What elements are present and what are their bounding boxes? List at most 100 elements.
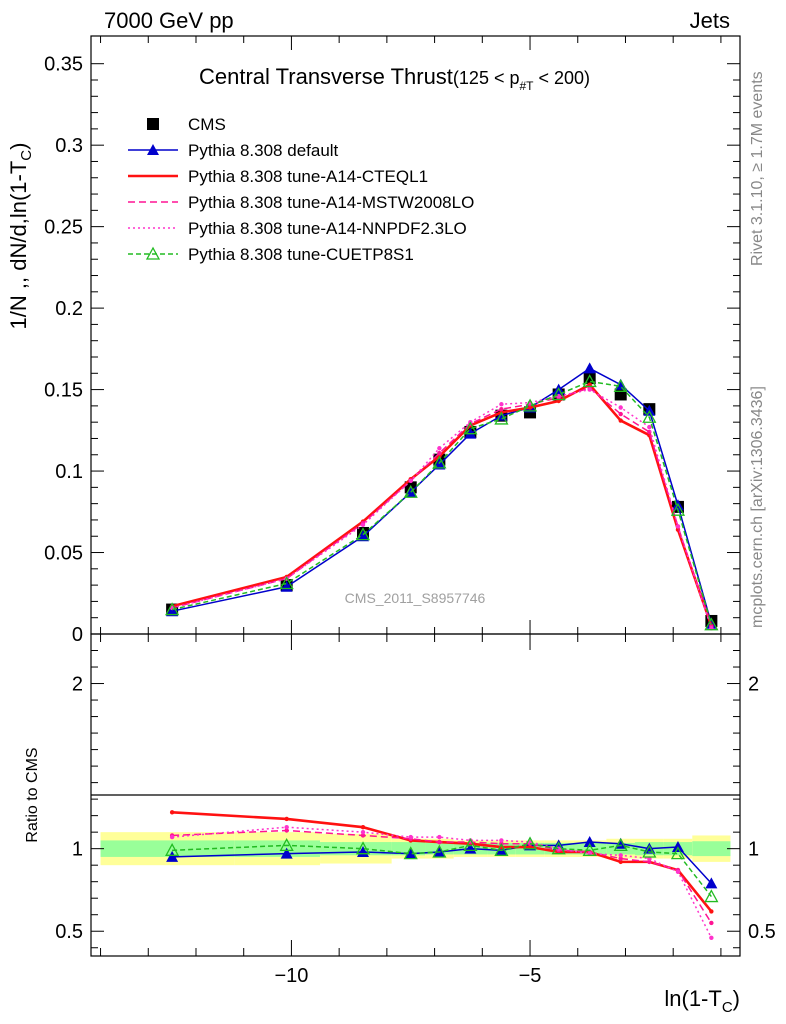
series-pythia-8-308-tune-a14-nnpdf2-3lo-marker: [587, 387, 592, 392]
x-axis-label: ln(1-TC): [664, 986, 740, 1016]
series-pythia-8-308-tune-cuetp8s1-marker: [403, 484, 418, 498]
ratio-series-pythia-8-308-tune-cuetp8s1-line: [172, 842, 712, 898]
legend-cms: CMS: [147, 115, 226, 134]
main-series-group: [165, 362, 719, 631]
x-axis-label-end: ): [733, 986, 740, 1011]
main-y-tick-label: 0.2: [55, 298, 83, 320]
series-pythia-8-308-tune-a14-nnpdf2-3lo-marker: [618, 405, 623, 410]
series-pythia-8-308-tune-a14-cteql1-marker: [618, 418, 623, 423]
main-title: Central Transverse Thrust(125 < p#T < 20…: [199, 64, 590, 93]
series-pythia-8-308-default-marker: [357, 530, 370, 542]
ratio-series-pythia-8-308-tune-cuetp8s1: [165, 836, 719, 903]
ratio-series-pythia-8-308-tune-a14-mstw2008lo-marker: [284, 828, 289, 833]
series-pythia-8-308-tune-a14-nnpdf2-3lo-marker: [408, 478, 413, 484]
ratio-series-pythia-8-308-tune-cuetp8s1-marker: [432, 844, 447, 858]
ratio-series-pythia-8-308-tune-a14-cteql1-marker: [709, 909, 714, 914]
ratio-series-pythia-8-308-tune-a14-cteql1-marker: [169, 810, 175, 815]
series-pythia-8-308-tune-cuetp8s1-marker: [522, 398, 538, 412]
ratio-band-green: [100, 840, 235, 857]
main-y-tick-label: 0.25: [44, 217, 83, 239]
ratio-band-green: [572, 842, 607, 855]
legend-pythia-8-308-tune-cuetp8s1: Pythia 8.308 tune-CUETP8S1: [128, 245, 414, 264]
main-y-tick-label: 0.3: [55, 135, 83, 157]
ratio-series-pythia-8-308-tune-cuetp8s1-marker: [582, 842, 597, 856]
ratio-series-pythia-8-308-tune-a14-nnpdf2-3lo-marker: [618, 853, 623, 858]
main-y-tick-label: 0.05: [44, 543, 83, 565]
main-plot: 0 0.05 0.1 0.15 0.2 0.25 0.3 0.35 CMS_2011_S895…: [44, 35, 741, 646]
ratio-y-tick-label: 2: [72, 674, 83, 696]
ratio-series-pythia-8-308-tune-a14-mstw2008lo-marker: [360, 833, 366, 838]
series-pythia-8-308-tune-a14-nnpdf2-3lo-marker: [499, 402, 504, 407]
ratio-series-pythia-8-308-tune-a14-nnpdf2-3lo-marker: [360, 829, 366, 835]
series-pythia-8-308-tune-cuetp8s1-marker: [463, 421, 478, 435]
ratio-series-pythia-8-308-tune-a14-mstw2008lo-marker: [709, 920, 714, 926]
mcplots-label: mcplots.cern.ch [arXiv:1306.3436]: [749, 386, 766, 628]
series-pythia-8-308-tune-cuetp8s1-marker: [494, 411, 509, 425]
ratio-series-pythia-8-308-tune-a14-cteql1-marker: [618, 859, 623, 865]
plot-title-main: Central Transverse Thrust: [199, 64, 453, 89]
legend-pythia-8-308-tune-a14-mstw2008lo: Pythia 8.308 tune-A14-MSTW2008LO: [128, 193, 474, 212]
ratio-series-pythia-8-308-tune-a14-nnpdf2-3lo-marker: [408, 834, 413, 840]
series-pythia-8-308-default-line: [171, 367, 713, 624]
ratio-y-tick-label-right: 0.5: [748, 921, 776, 943]
ratio-series-pythia-8-308-tune-a14-nnpdf2-3lo-marker: [499, 838, 504, 843]
ratio-y-axis-label: Ratio to CMS: [24, 747, 41, 842]
ratio-series-pythia-8-308-tune-a14-mstw2008lo-marker: [437, 839, 442, 845]
legend-cms-marker: [147, 118, 159, 130]
series-pythia-8-308-tune-a14-mstw2008lo-marker: [499, 406, 504, 412]
ratio-series-pythia-8-308-tune-cuetp8s1-marker: [463, 838, 478, 852]
legend-pythia-8-308-tune-a14-cteql1: Pythia 8.308 tune-A14-CTEQL1: [128, 167, 428, 186]
ratio-series-pythia-8-308-tune-cuetp8s1-marker: [165, 842, 180, 856]
ratio-series-pythia-8-308-tune-cuetp8s1-marker: [551, 841, 566, 855]
main-y-tick-label: 0.15: [44, 380, 83, 402]
ratio-series-pythia-8-308-tune-a14-mstw2008lo-marker: [647, 859, 652, 865]
series-pythia-8-308-tune-a14-nnpdf2-3lo-marker: [360, 522, 366, 528]
series-pythia-8-308-tune-cuetp8s1-line: [171, 380, 713, 625]
series-pythia-8-308-tune-cuetp8s1-marker: [704, 617, 719, 631]
plot-title-sub: #T: [519, 79, 534, 93]
ratio-series-pythia-8-308-default-marker: [404, 847, 417, 859]
series-pythia-8-308-tune-cuetp8s1-marker: [670, 502, 686, 516]
ratio-series-pythia-8-308-tune-a14-nnpdf2-3lo-marker: [437, 834, 442, 840]
legend-pythia-8-308-default-marker: [147, 144, 159, 155]
main-y-tick-label: 0.1: [55, 461, 83, 483]
plot-title-end: < 200): [534, 68, 591, 88]
ratio-series-pythia-8-308-tune-cuetp8s1-marker: [670, 846, 686, 860]
x-axis-label-main: ln(1-T: [664, 986, 721, 1011]
rivet-version-label: Rivet 3.1.10, ≥ 1.7M events: [749, 71, 766, 266]
ratio-series-pythia-8-308-default-marker: [166, 850, 179, 862]
series-pythia-8-308-tune-a14-nnpdf2-3lo-marker: [675, 524, 681, 529]
x-tick-label: −5: [519, 965, 542, 987]
legend-pythia-8-308-tune-a14-nnpdf2-3lo-label: Pythia 8.308 tune-A14-NNPDF2.3LO: [188, 219, 467, 238]
series-pythia-8-308-tune-a14-mstw2008lo-marker: [437, 450, 442, 456]
ratio-plot-frame: [90, 633, 741, 957]
ratio-series-pythia-8-308-tune-a14-nnpdf2-3lo-marker: [709, 935, 714, 941]
series-pythia-8-308-default-marker: [166, 605, 179, 617]
series-pythia-8-308-tune-cuetp8s1-marker: [613, 378, 628, 392]
ratio-series-pythia-8-308-tune-cuetp8s1-marker: [279, 838, 294, 852]
ratio-band-green: [692, 841, 731, 857]
series-pythia-8-308-tune-a14-mstw2008lo-line: [171, 387, 713, 627]
header-jets-label: Jets: [690, 8, 730, 33]
analysis-watermark: CMS_2011_S8957746: [345, 590, 486, 606]
main-y-axis-label-end: ): [6, 143, 31, 150]
legend-pythia-8-308-default-label: Pythia 8.308 default: [188, 141, 339, 160]
x-tick-label: −10: [274, 965, 308, 987]
series-pythia-8-308-tune-cuetp8s1-marker: [432, 455, 447, 469]
ratio-plot: 0.5 0.5 1 1 2 2 −10 −5: [55, 633, 776, 987]
ratio-series-pythia-8-308-tune-cuetp8s1-marker: [403, 846, 418, 860]
main-y-tick-label: 0.35: [44, 54, 83, 76]
ratio-series-pythia-8-308-tune-cuetp8s1-marker: [522, 836, 538, 850]
legend-pythia-8-308-tune-a14-nnpdf2-3lo: Pythia 8.308 tune-A14-NNPDF2.3LO: [128, 219, 467, 238]
series-pythia-8-308-tune-a14-cteql1-line: [171, 383, 713, 627]
series-pythia-8-308-default-marker: [583, 362, 596, 374]
ratio-series-pythia-8-308-tune-cuetp8s1-marker: [355, 841, 371, 855]
ratio-series-pythia-8-308-tune-a14-mstw2008lo-line: [172, 829, 713, 924]
ratio-series-pythia-8-308-tune-cuetp8s1-marker: [704, 889, 719, 903]
ratio-series-pythia-8-308-tune-a14-nnpdf2-3lo-marker: [675, 869, 681, 874]
ratio-y-tick-label: 1: [72, 839, 83, 861]
ratio-series-pythia-8-308-tune-cuetp8s1-marker: [494, 842, 509, 856]
main-axis-ticks: 0 0.05 0.1 0.15 0.2 0.25 0.3 0.35: [44, 36, 740, 646]
series-pythia-8-308-tune-cuetp8s1-marker: [165, 602, 180, 616]
